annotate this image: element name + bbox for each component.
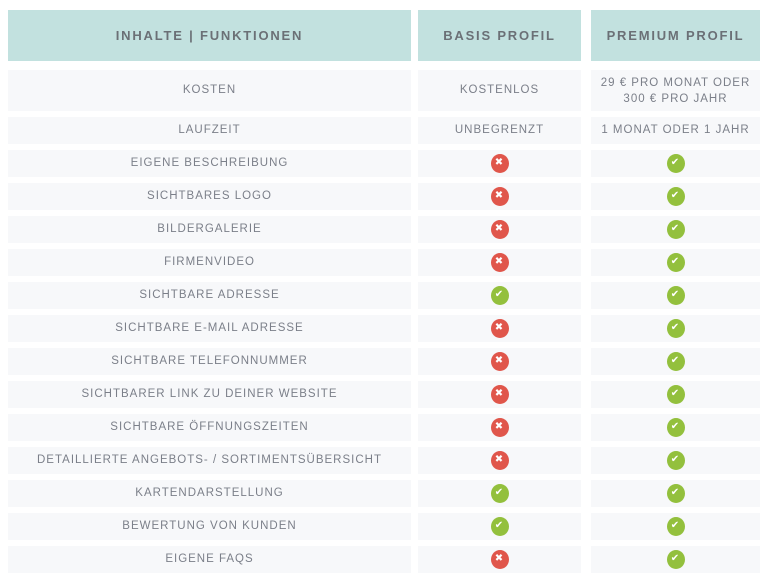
check-icon [666, 187, 685, 206]
table-header-row: INHALTE | FUNKTIONEN BASIS PROFIL PREMIU… [8, 10, 760, 61]
cross-icon [490, 154, 509, 173]
table-row: EIGENE BESCHREIBUNG [8, 150, 760, 177]
check-icon [666, 286, 685, 305]
check-icon [666, 154, 685, 173]
check-icon [666, 220, 685, 239]
table-row: SICHTBARE ADRESSE [8, 282, 760, 309]
feature-label: LAUFZEIT [8, 117, 411, 144]
table-row: DETAILLIERTE ANGEBOTS- / SORTIMENTSÜBERS… [8, 447, 760, 474]
table-row: SICHTBARER LINK ZU DEINER WEBSITE [8, 381, 760, 408]
feature-label: DETAILLIERTE ANGEBOTS- / SORTIMENTSÜBERS… [8, 447, 411, 474]
check-icon [666, 550, 685, 569]
check-icon [666, 484, 685, 503]
feature-label: SICHTBARE ÖFFNUNGSZEITEN [8, 414, 411, 441]
cross-icon [490, 385, 509, 404]
table-row: KOSTEN KOSTENLOS 29 € PRO MONAT ODER 300… [8, 70, 760, 111]
check-icon [666, 418, 685, 437]
table-row: SICHTBARES LOGO [8, 183, 760, 210]
feature-label: EIGENE BESCHREIBUNG [8, 150, 411, 177]
table-row: FIRMENVIDEO [8, 249, 760, 276]
premium-value-line2: 300 € PRO JAHR [623, 92, 728, 105]
feature-label: KARTENDARSTELLUNG [8, 480, 411, 507]
table-row: EIGENE FAQS [8, 546, 760, 573]
check-icon [490, 286, 509, 305]
cross-icon [490, 451, 509, 470]
header-features: INHALTE | FUNKTIONEN [8, 10, 411, 61]
table-row: LAUFZEIT UNBEGRENZT 1 MONAT ODER 1 JAHR [8, 117, 760, 144]
premium-value: 1 MONAT ODER 1 JAHR [591, 117, 760, 144]
table-row: BEWERTUNG VON KUNDEN [8, 513, 760, 540]
feature-label: SICHTBARER LINK ZU DEINER WEBSITE [8, 381, 411, 408]
feature-label: EIGENE FAQS [8, 546, 411, 573]
feature-label: FIRMENVIDEO [8, 249, 411, 276]
feature-label: SICHTBARES LOGO [8, 183, 411, 210]
cross-icon [490, 253, 509, 272]
feature-label: KOSTEN [8, 70, 411, 111]
premium-value-line1: 29 € PRO MONAT ODER [600, 76, 751, 89]
header-premium-profil: PREMIUM PROFIL [591, 10, 760, 61]
basis-value: KOSTENLOS [418, 70, 581, 111]
cross-icon [490, 550, 509, 569]
feature-label: SICHTBARE ADRESSE [8, 282, 411, 309]
feature-label: SICHTBARE E-MAIL ADRESSE [8, 315, 411, 342]
check-icon [666, 451, 685, 470]
check-icon [490, 517, 509, 536]
table-row: SICHTBARE ÖFFNUNGSZEITEN [8, 414, 760, 441]
check-icon [666, 385, 685, 404]
cross-icon [490, 220, 509, 239]
pricing-comparison-table: INHALTE | FUNKTIONEN BASIS PROFIL PREMIU… [8, 10, 760, 573]
check-icon [666, 517, 685, 536]
premium-value: 29 € PRO MONAT ODER 300 € PRO JAHR [591, 70, 760, 111]
feature-label: BILDERGALERIE [8, 216, 411, 243]
feature-label: BEWERTUNG VON KUNDEN [8, 513, 411, 540]
table-row: BILDERGALERIE [8, 216, 760, 243]
table-row: SICHTBARE E-MAIL ADRESSE [8, 315, 760, 342]
cross-icon [490, 187, 509, 206]
header-basis-profil: BASIS PROFIL [418, 10, 581, 61]
check-icon [490, 484, 509, 503]
table-row: KARTENDARSTELLUNG [8, 480, 760, 507]
table-row: SICHTBARE TELEFONNUMMER [8, 348, 760, 375]
check-icon [666, 253, 685, 272]
basis-value: UNBEGRENZT [418, 117, 581, 144]
cross-icon [490, 418, 509, 437]
cross-icon [490, 352, 509, 371]
feature-label: SICHTBARE TELEFONNUMMER [8, 348, 411, 375]
cross-icon [490, 319, 509, 338]
check-icon [666, 319, 685, 338]
check-icon [666, 352, 685, 371]
